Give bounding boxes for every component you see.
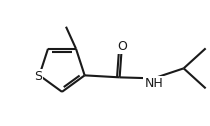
Text: S: S xyxy=(34,70,42,83)
Text: NH: NH xyxy=(144,77,163,90)
Text: O: O xyxy=(118,40,128,53)
